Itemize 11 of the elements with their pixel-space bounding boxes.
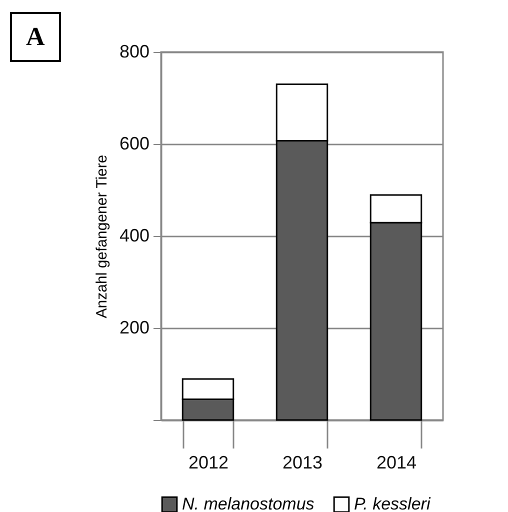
x-tick-label: 2014 (376, 452, 417, 472)
text: A (10, 12, 61, 62)
y-axis-title: Anzahl gefangener Tiere (93, 154, 110, 318)
y-tick-label: 400 (119, 226, 150, 246)
x-tick-label: 2013 (282, 452, 323, 472)
y-tick-label: 600 (119, 134, 150, 154)
legend-label: N. melanostomus (182, 494, 315, 512)
legend-label: P. kessleri (354, 494, 432, 512)
y-tick-label: 800 (119, 42, 150, 62)
y-tick-label: 200 (119, 318, 150, 338)
x-tick-label: 2012 (188, 452, 229, 472)
